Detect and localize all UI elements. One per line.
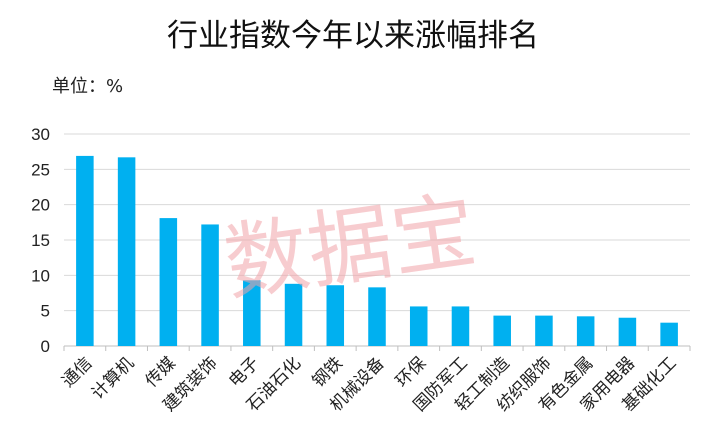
y-tick-label: 5 [41,302,50,321]
y-tick-label: 20 [31,196,50,215]
bar [159,218,178,346]
y-tick-label: 30 [31,125,50,144]
bar [243,280,261,346]
bar [201,224,219,346]
y-tick-label: 15 [31,231,50,250]
unit-label: 单位：% [52,76,123,97]
x-category-label: 计算机 [88,353,138,403]
chart-title: 行业指数今年以来涨幅排名 [167,18,539,54]
x-axis-ticks [63,346,691,351]
bar [618,317,637,346]
bar [576,316,595,346]
watermark: 数据宝 [219,181,482,313]
bar [117,157,136,346]
bar [284,283,303,346]
bar [535,315,553,346]
bar [493,315,511,346]
bar [409,306,428,346]
y-tick-label: 25 [31,160,50,179]
y-tick-label: 10 [31,266,50,285]
bar [660,322,678,346]
bars [76,155,678,346]
bar [326,285,345,346]
bar [76,155,94,346]
bar [451,306,470,346]
y-tick-label: 0 [41,337,50,356]
bar [368,287,386,346]
y-axis-ticks: 0 5 10 15 20 25 30 [31,125,50,356]
